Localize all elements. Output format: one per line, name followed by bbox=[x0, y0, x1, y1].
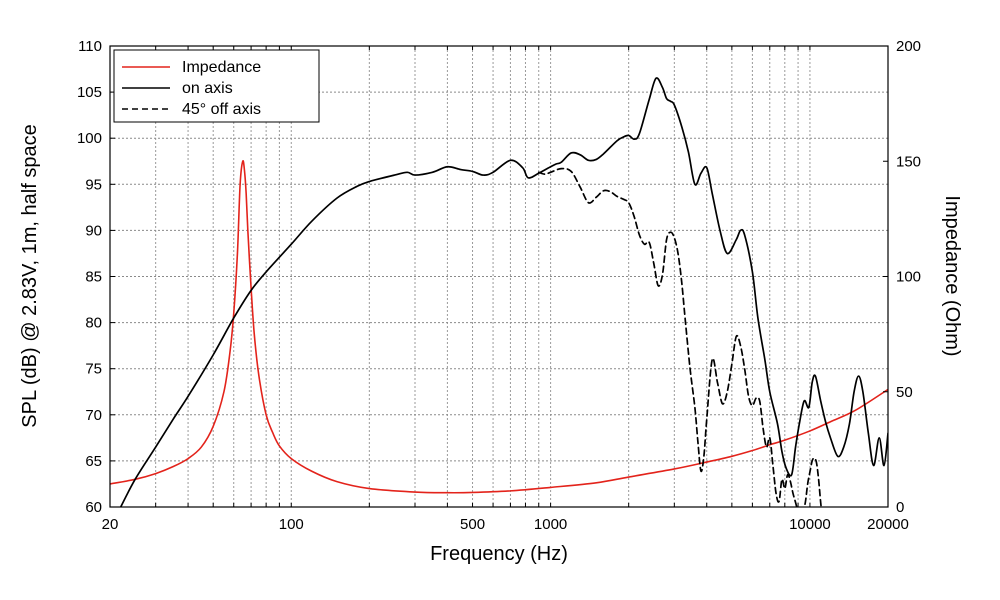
y-axis-left-title: SPL (dB) @ 2.83V, 1m, half space bbox=[19, 124, 41, 427]
y-tick-label: 65 bbox=[85, 453, 102, 470]
legend-label-off-axis: 45° off axis bbox=[182, 101, 261, 118]
y-tick-label: 105 bbox=[77, 84, 102, 101]
x-axis-title: Frequency (Hz) bbox=[430, 543, 568, 565]
y-tick-label: 70 bbox=[85, 407, 102, 424]
legend-label-on-axis: on axis bbox=[182, 80, 233, 97]
y-tick-label: 75 bbox=[85, 361, 102, 378]
x-tick-label: 100 bbox=[279, 516, 304, 533]
data-curves bbox=[110, 77, 888, 507]
grid-lines bbox=[110, 46, 888, 507]
impedance-curve bbox=[110, 159, 888, 494]
x-tick-label: 20000 bbox=[867, 516, 909, 533]
y-tick-label: 90 bbox=[85, 222, 102, 239]
y2-tick-label: 200 bbox=[896, 38, 921, 55]
y-tick-label: 85 bbox=[85, 269, 102, 286]
y-tick-label: 80 bbox=[85, 315, 102, 332]
on-axis-curve bbox=[119, 77, 888, 507]
y2-tick-label: 0 bbox=[896, 499, 904, 516]
y2-tick-label: 100 bbox=[896, 269, 921, 286]
legend: Impedance on axis 45° off axis bbox=[113, 49, 320, 123]
x-tick-label: 10000 bbox=[789, 516, 831, 533]
tick-labels: 20 100 500 1000 10000 20000606570758085909510… bbox=[77, 38, 921, 533]
y-axis-right-title: Impedance (Ohm) bbox=[941, 195, 963, 356]
legend-label-impedance: Impedance bbox=[182, 59, 261, 76]
y-tick-label: 110 bbox=[78, 38, 102, 55]
x-tick-label: 500 bbox=[460, 516, 485, 533]
off-axis-45-curve bbox=[537, 167, 823, 507]
y-tick-label: 100 bbox=[77, 130, 102, 147]
y2-tick-label: 150 bbox=[896, 153, 921, 170]
y2-tick-label: 50 bbox=[896, 384, 913, 401]
axis-ticks bbox=[109, 45, 889, 508]
legend-box bbox=[113, 49, 320, 123]
x-tick-label: 1000 bbox=[534, 516, 567, 533]
x-tick-label: 20 bbox=[102, 516, 119, 533]
y-tick-label: 95 bbox=[85, 176, 102, 193]
y-tick-label: 60 bbox=[85, 499, 102, 516]
